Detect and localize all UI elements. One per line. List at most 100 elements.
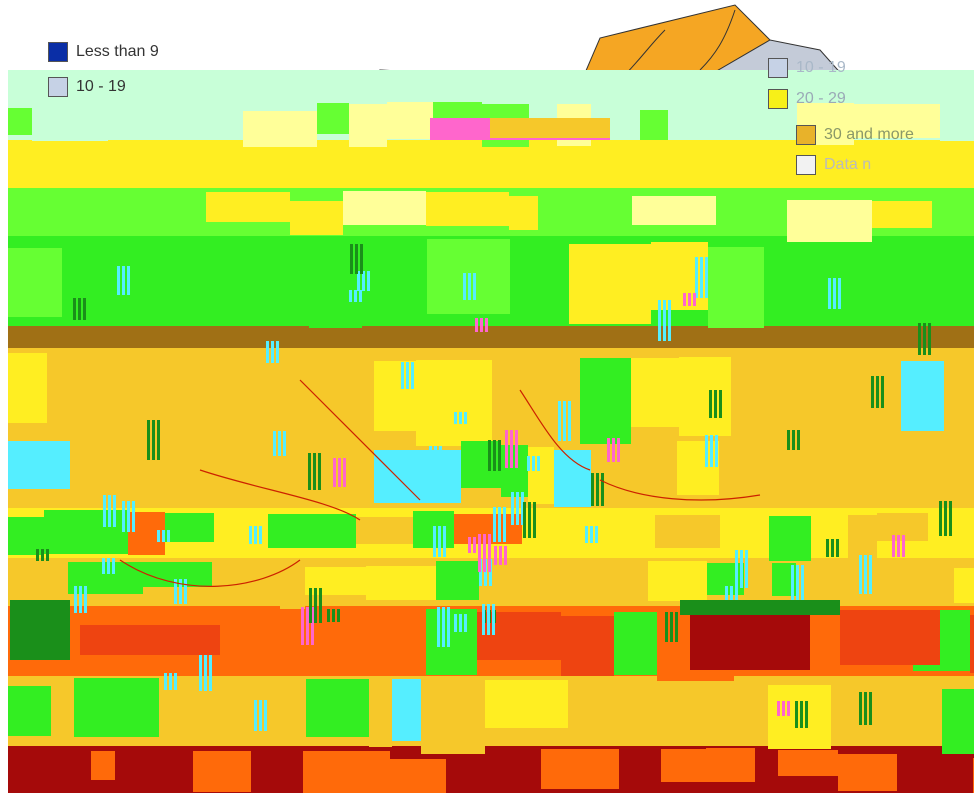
glitch-block [421, 689, 485, 754]
glitch-stripe [357, 271, 360, 291]
glitch-stripe [278, 431, 281, 456]
glitch-stripe [438, 526, 441, 557]
glitch-stripe [311, 607, 314, 645]
legend-label-30-and-more: 30 and more [824, 126, 914, 143]
glitch-stripe [209, 655, 212, 691]
glitch-stripe [367, 271, 370, 291]
glitch-block [8, 562, 68, 587]
glitch-block [954, 568, 974, 603]
glitch-block [651, 242, 708, 310]
glitch-stripe [308, 453, 311, 490]
glitch-block [8, 517, 44, 555]
glitch-stripe [498, 440, 501, 471]
glitch-stripe [473, 273, 476, 300]
glitch-block [205, 104, 243, 136]
border-line [119, 559, 301, 587]
glitch-block [940, 111, 974, 141]
glitch-stripe [314, 588, 317, 623]
glitch-stripe [103, 495, 106, 527]
glitch-stripe [338, 458, 341, 487]
glitch-stripe [169, 673, 172, 690]
glitch-block [280, 569, 305, 609]
glitch-stripe [78, 298, 81, 320]
glitch-feature [690, 615, 810, 670]
glitch-block [854, 104, 940, 138]
glitch-stripe [332, 609, 335, 622]
glitch-stripe [939, 501, 942, 536]
glitch-stripe [122, 501, 125, 532]
glitch-stripe [259, 526, 262, 544]
glitch-stripe [607, 438, 610, 462]
legend-item-30-and-more: 30 and more [796, 125, 914, 145]
glitch-stripe [112, 558, 115, 574]
glitch-feature [80, 625, 220, 655]
glitch-stripe [429, 446, 432, 461]
glitch-block [61, 757, 91, 793]
glitch-stripe [688, 293, 691, 306]
glitch-block [632, 196, 716, 225]
glitch-block [897, 756, 973, 787]
glitch-block [719, 441, 809, 499]
glitch-stripe [511, 492, 514, 525]
glitch-stripe [122, 266, 125, 295]
glitch-stripe [683, 293, 686, 306]
glitch-block [268, 514, 356, 548]
glitch-stripe [350, 244, 353, 274]
glitch-stripe [871, 376, 874, 408]
glitch-stripe [464, 614, 467, 632]
glitch-stripe [337, 609, 340, 622]
glitch-stripe [787, 701, 790, 716]
glitch-stripe [459, 614, 462, 632]
glitch-stripe [107, 558, 110, 574]
glitch-stripe [740, 550, 743, 588]
legend-swatch-less-than-9 [48, 42, 68, 62]
glitch-block [243, 111, 317, 147]
glitch-stripe [313, 453, 316, 490]
glitch-block [509, 196, 538, 230]
glitch-stripe [725, 586, 728, 603]
glitch-stripe [494, 546, 497, 565]
glitch-block [32, 109, 108, 141]
glitch-stripe [663, 300, 666, 341]
glitch-stripe [695, 257, 698, 298]
glitch-block [848, 515, 877, 561]
legend-label-data-n: Data n [824, 156, 872, 173]
glitch-stripe [795, 701, 798, 728]
glitch-stripe [147, 420, 150, 460]
glitch-block [62, 242, 124, 319]
glitch-stripe [442, 607, 445, 647]
glitch-stripe [487, 604, 490, 635]
glitch-stripe [184, 579, 187, 604]
glitch-stripe [590, 526, 593, 543]
glitch-stripe [800, 701, 803, 728]
glitch-block [143, 562, 212, 587]
glitch-stripe [791, 565, 794, 601]
glitch-stripe [259, 700, 262, 731]
glitch-block [91, 751, 115, 780]
glitch-band [8, 70, 974, 98]
legend-item-less-than-9: Less than 9 [48, 42, 159, 62]
glitch-stripe [705, 435, 708, 467]
glitch-block [309, 249, 362, 328]
glitch-stripe [831, 539, 834, 557]
glitch-stripe [411, 362, 414, 389]
glitch-stripe [668, 300, 671, 341]
glitch-block [70, 446, 148, 503]
glitch-block [8, 441, 70, 489]
legend-swatch-20-29 [768, 89, 788, 109]
glitch-stripe [132, 501, 135, 532]
glitch-block [366, 566, 436, 600]
glitch-stripe [443, 526, 446, 557]
glitch-stripe [454, 614, 457, 632]
glitch-stripe [838, 278, 841, 309]
glitch-stripe [327, 609, 330, 622]
glitch-block [716, 193, 787, 229]
glitch-stripe [83, 298, 86, 320]
glitch-block [74, 678, 159, 737]
glitch-stripe [521, 492, 524, 525]
glitch-block [436, 561, 479, 600]
glitch-block [614, 612, 657, 675]
glitch-stripe [528, 502, 531, 538]
glitch-stripe [102, 558, 105, 574]
